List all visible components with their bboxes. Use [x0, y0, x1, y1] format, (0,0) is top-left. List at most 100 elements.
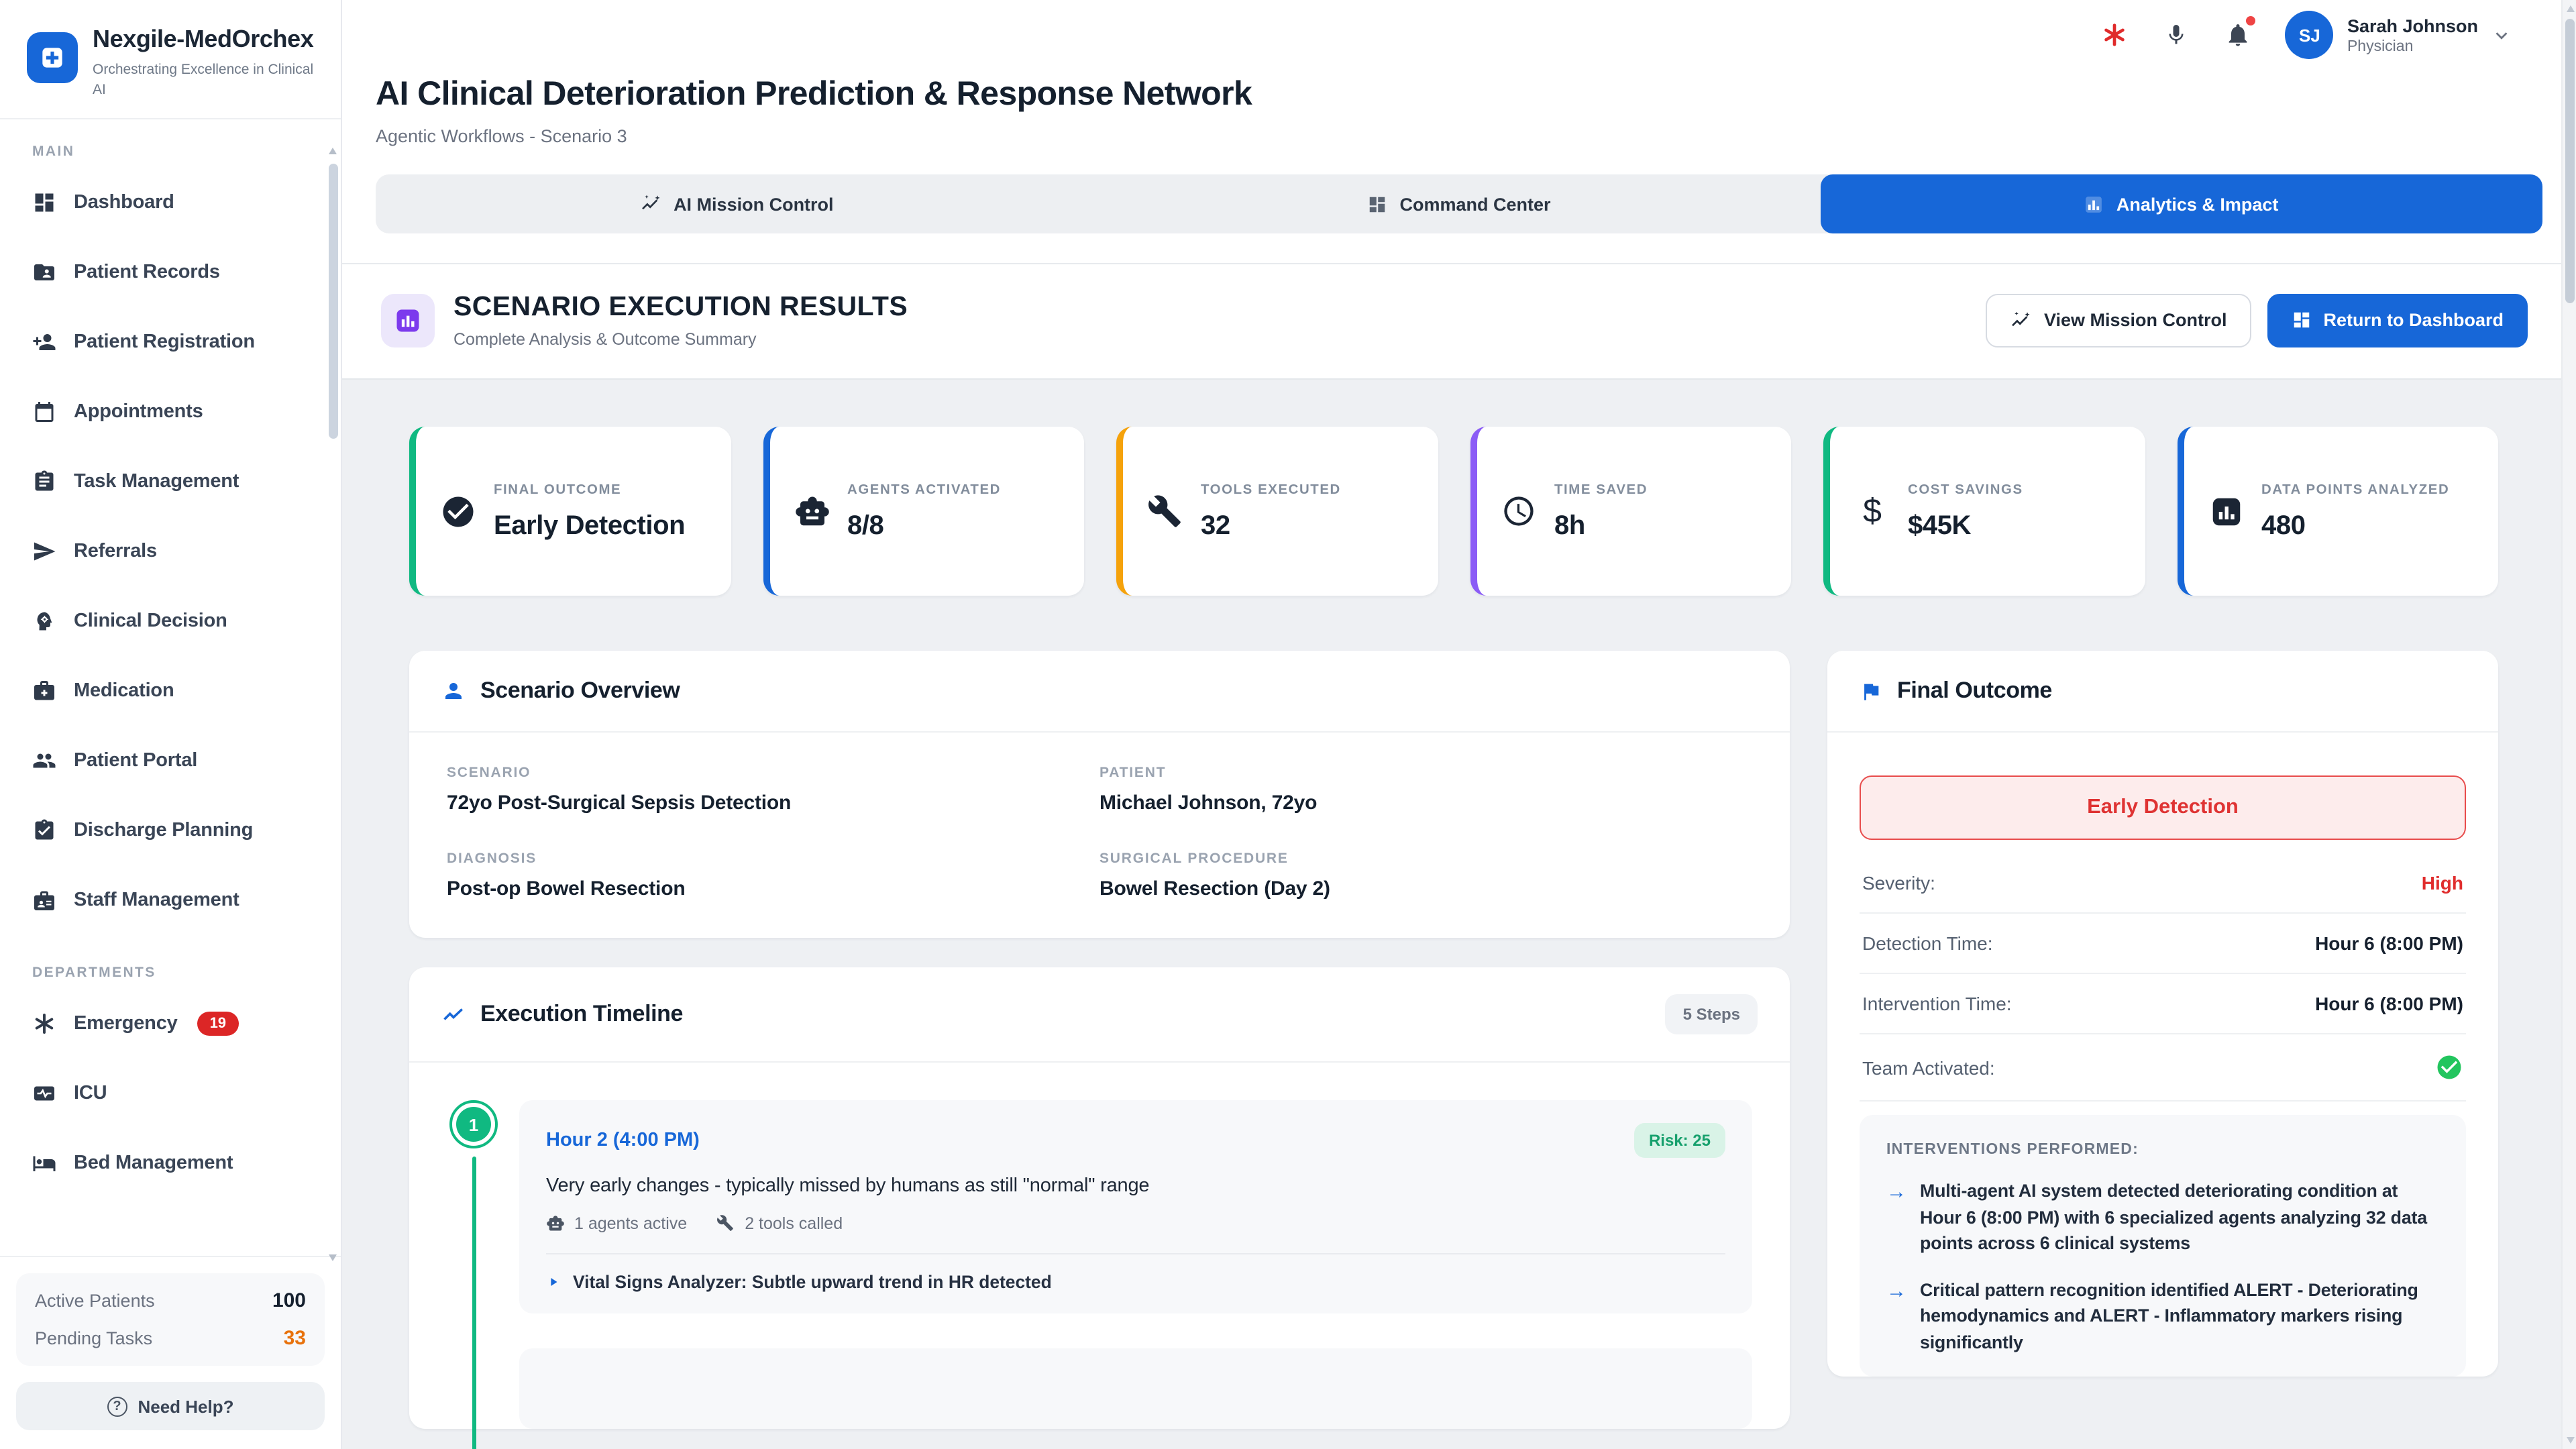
results-title: SCENARIO EXECUTION RESULTS — [453, 291, 908, 322]
sidebar-item-bed-management[interactable]: Bed Management — [19, 1133, 322, 1192]
results-subtitle: Complete Analysis & Outcome Summary — [453, 330, 757, 349]
scroll-down-arrow[interactable] — [2566, 1437, 2574, 1444]
stat-card-time-saved: TIME SAVED 8h — [1470, 427, 1791, 596]
brand-tagline: Orchestrating Excellence in Clinical AI — [93, 62, 314, 98]
folder-user-icon — [32, 260, 56, 284]
view-mission-control-button[interactable]: View Mission Control — [1986, 293, 2251, 347]
stat-card-data-points: DATA POINTS ANALYZED 480 — [2177, 427, 2498, 596]
sidebar-item-emergency[interactable]: Emergency 19 — [19, 994, 322, 1053]
page-scrollbar-thumb[interactable] — [2565, 19, 2575, 303]
field-scenario: SCENARIO 72yo Post-Surgical Sepsis Detec… — [447, 765, 792, 814]
tab-command-center[interactable]: Command Center — [1098, 174, 1821, 233]
stat-card-cost-savings: $ COST SAVINGS $45K — [1823, 427, 2145, 596]
help-icon: ? — [107, 1396, 127, 1416]
people-icon — [32, 748, 56, 772]
intervention-item: → Critical pattern recognition identifie… — [1886, 1277, 2439, 1355]
field-diagnosis: DIAGNOSIS Post-op Bowel Resection — [447, 851, 686, 900]
page-scrollbar[interactable] — [2561, 0, 2576, 1449]
severity-row: Severity: High — [1860, 853, 2466, 914]
sidebar-item-medication[interactable]: Medication — [19, 661, 322, 720]
sidebar-item-patient-portal[interactable]: Patient Portal — [19, 731, 322, 790]
tab-ai-mission-control[interactable]: AI Mission Control — [376, 174, 1098, 233]
timeline-connector — [472, 1157, 476, 1449]
microphone-button[interactable] — [2162, 20, 2192, 50]
monitor-pulse-icon — [32, 1081, 56, 1105]
step-detail-toggle[interactable]: Vital Signs Analyzer: Subtle upward tren… — [546, 1272, 1725, 1292]
sidebar-item-referrals[interactable]: Referrals — [19, 521, 322, 580]
pending-tasks-row: Pending Tasks 33 — [35, 1327, 306, 1350]
dashboard-icon — [32, 190, 56, 214]
field-patient: PATIENT Michael Johnson, 72yo — [1099, 765, 1318, 814]
emergency-count-badge: 19 — [197, 1011, 239, 1036]
stat-card-agents-activated: AGENTS ACTIVATED 8/8 — [763, 427, 1084, 596]
timeline-step-1: 1 Hour 2 (4:00 PM) Risk: 25 Very early c… — [449, 1100, 1752, 1449]
risk-badge: Risk: 25 — [1633, 1123, 1725, 1158]
medkit-icon — [32, 678, 56, 702]
clipboard-check-icon — [32, 818, 56, 842]
brand-logo — [27, 32, 78, 83]
grid-icon — [2291, 310, 2311, 330]
results-content: FINAL OUTCOME Early Detection AGENTS ACT… — [342, 380, 2576, 1449]
arrow-right-icon: → — [1886, 1279, 1907, 1303]
sidebar-item-clinical-decision[interactable]: Clinical Decision — [19, 591, 322, 650]
sidebar-scrollbar-thumb[interactable] — [329, 164, 338, 439]
sidebar-scroll-down-arrow[interactable] — [329, 1254, 337, 1261]
results-header: SCENARIO EXECUTION RESULTS Complete Anal… — [342, 264, 2576, 378]
timeline-step-2-card-partial — [519, 1348, 1752, 1429]
left-column: Scenario Overview SCENARIO 72yo Post-Sur… — [409, 651, 1790, 1449]
page-subtitle: Agentic Workflows - Scenario 3 — [376, 126, 627, 146]
sidebar-item-icu[interactable]: ICU — [19, 1063, 322, 1122]
sidebar-item-patient-records[interactable]: Patient Records — [19, 242, 322, 301]
step-number-badge: 1 — [449, 1100, 498, 1148]
need-help-button[interactable]: ? Need Help? — [16, 1382, 325, 1430]
divider — [342, 263, 2576, 264]
scroll-up-arrow[interactable] — [2566, 5, 2574, 12]
user-name: Sarah Johnson — [2347, 15, 2478, 36]
main-area: SJ Sarah Johnson Physician AI Clinical D… — [342, 0, 2576, 1449]
final-outcome-card: Final Outcome Early Detection Severity: … — [1827, 651, 2498, 1377]
sidebar: Nexgile-MedOrchex Orchestrating Excellen… — [0, 0, 342, 1449]
sidebar-nav: MAIN Dashboard Patient Records Patient R… — [0, 119, 341, 1256]
notification-dot — [2246, 16, 2256, 25]
severity-value: High — [2421, 872, 2463, 894]
stat-card-tools-executed: TOOLS EXECUTED 32 — [1116, 427, 1438, 596]
interventions-box: INTERVENTIONS PERFORMED: → Multi-agent A… — [1860, 1115, 2466, 1377]
check-circle-green-icon — [2435, 1053, 2463, 1081]
sidebar-item-patient-registration[interactable]: Patient Registration — [19, 312, 322, 371]
notifications-bell-button[interactable] — [2224, 16, 2256, 50]
sidebar-item-appointments[interactable]: Appointments — [19, 382, 322, 441]
pending-tasks-value: 33 — [283, 1327, 306, 1350]
outcome-status-box: Early Detection — [1860, 775, 2466, 840]
agents-active-meta: 1 agents active — [546, 1214, 687, 1233]
intervention-time-value: Hour 6 (8:00 PM) — [2315, 993, 2463, 1014]
head-gear-icon — [32, 608, 56, 633]
emergency-asterisk-button[interactable] — [2100, 20, 2130, 50]
appbar: SJ Sarah Johnson Physician — [342, 0, 2576, 70]
calendar-icon — [32, 399, 56, 423]
team-activated-row: Team Activated: — [1860, 1034, 2466, 1102]
sidebar-item-discharge-planning[interactable]: Discharge Planning — [19, 800, 322, 859]
clock-icon — [1501, 493, 1537, 529]
tab-analytics-impact[interactable]: Analytics & Impact — [1820, 174, 2542, 233]
final-outcome-title: Final Outcome — [1897, 678, 2052, 703]
execution-timeline-card: Execution Timeline 5 Steps 1 Hour 2 (4:0… — [409, 967, 1790, 1449]
id-badge-icon — [32, 888, 56, 912]
divider — [0, 117, 341, 119]
sidebar-item-task-management[interactable]: Task Management — [19, 451, 322, 511]
step-time: Hour 2 (4:00 PM) — [546, 1130, 700, 1151]
flag-icon — [1860, 680, 1882, 702]
user-menu[interactable]: SJ Sarah Johnson Physician — [2285, 11, 2512, 59]
sidebar-scroll-up-arrow[interactable] — [329, 148, 337, 154]
robot-icon — [546, 1214, 565, 1233]
return-to-dashboard-button[interactable]: Return to Dashboard — [2267, 293, 2528, 347]
person-icon — [441, 679, 466, 703]
trending-up-icon — [441, 1002, 466, 1026]
intervention-item: → Multi-agent AI system detected deterio… — [1886, 1178, 2439, 1256]
sidebar-item-staff-management[interactable]: Staff Management — [19, 870, 322, 929]
timeline-step-card: Hour 2 (4:00 PM) Risk: 25 Very early cha… — [519, 1100, 1752, 1313]
avatar: SJ — [2285, 11, 2334, 59]
divider — [546, 1253, 1725, 1254]
nav-section-main: MAIN — [32, 143, 75, 160]
execution-timeline-title: Execution Timeline — [480, 1001, 684, 1026]
sidebar-item-dashboard[interactable]: Dashboard — [19, 172, 322, 231]
